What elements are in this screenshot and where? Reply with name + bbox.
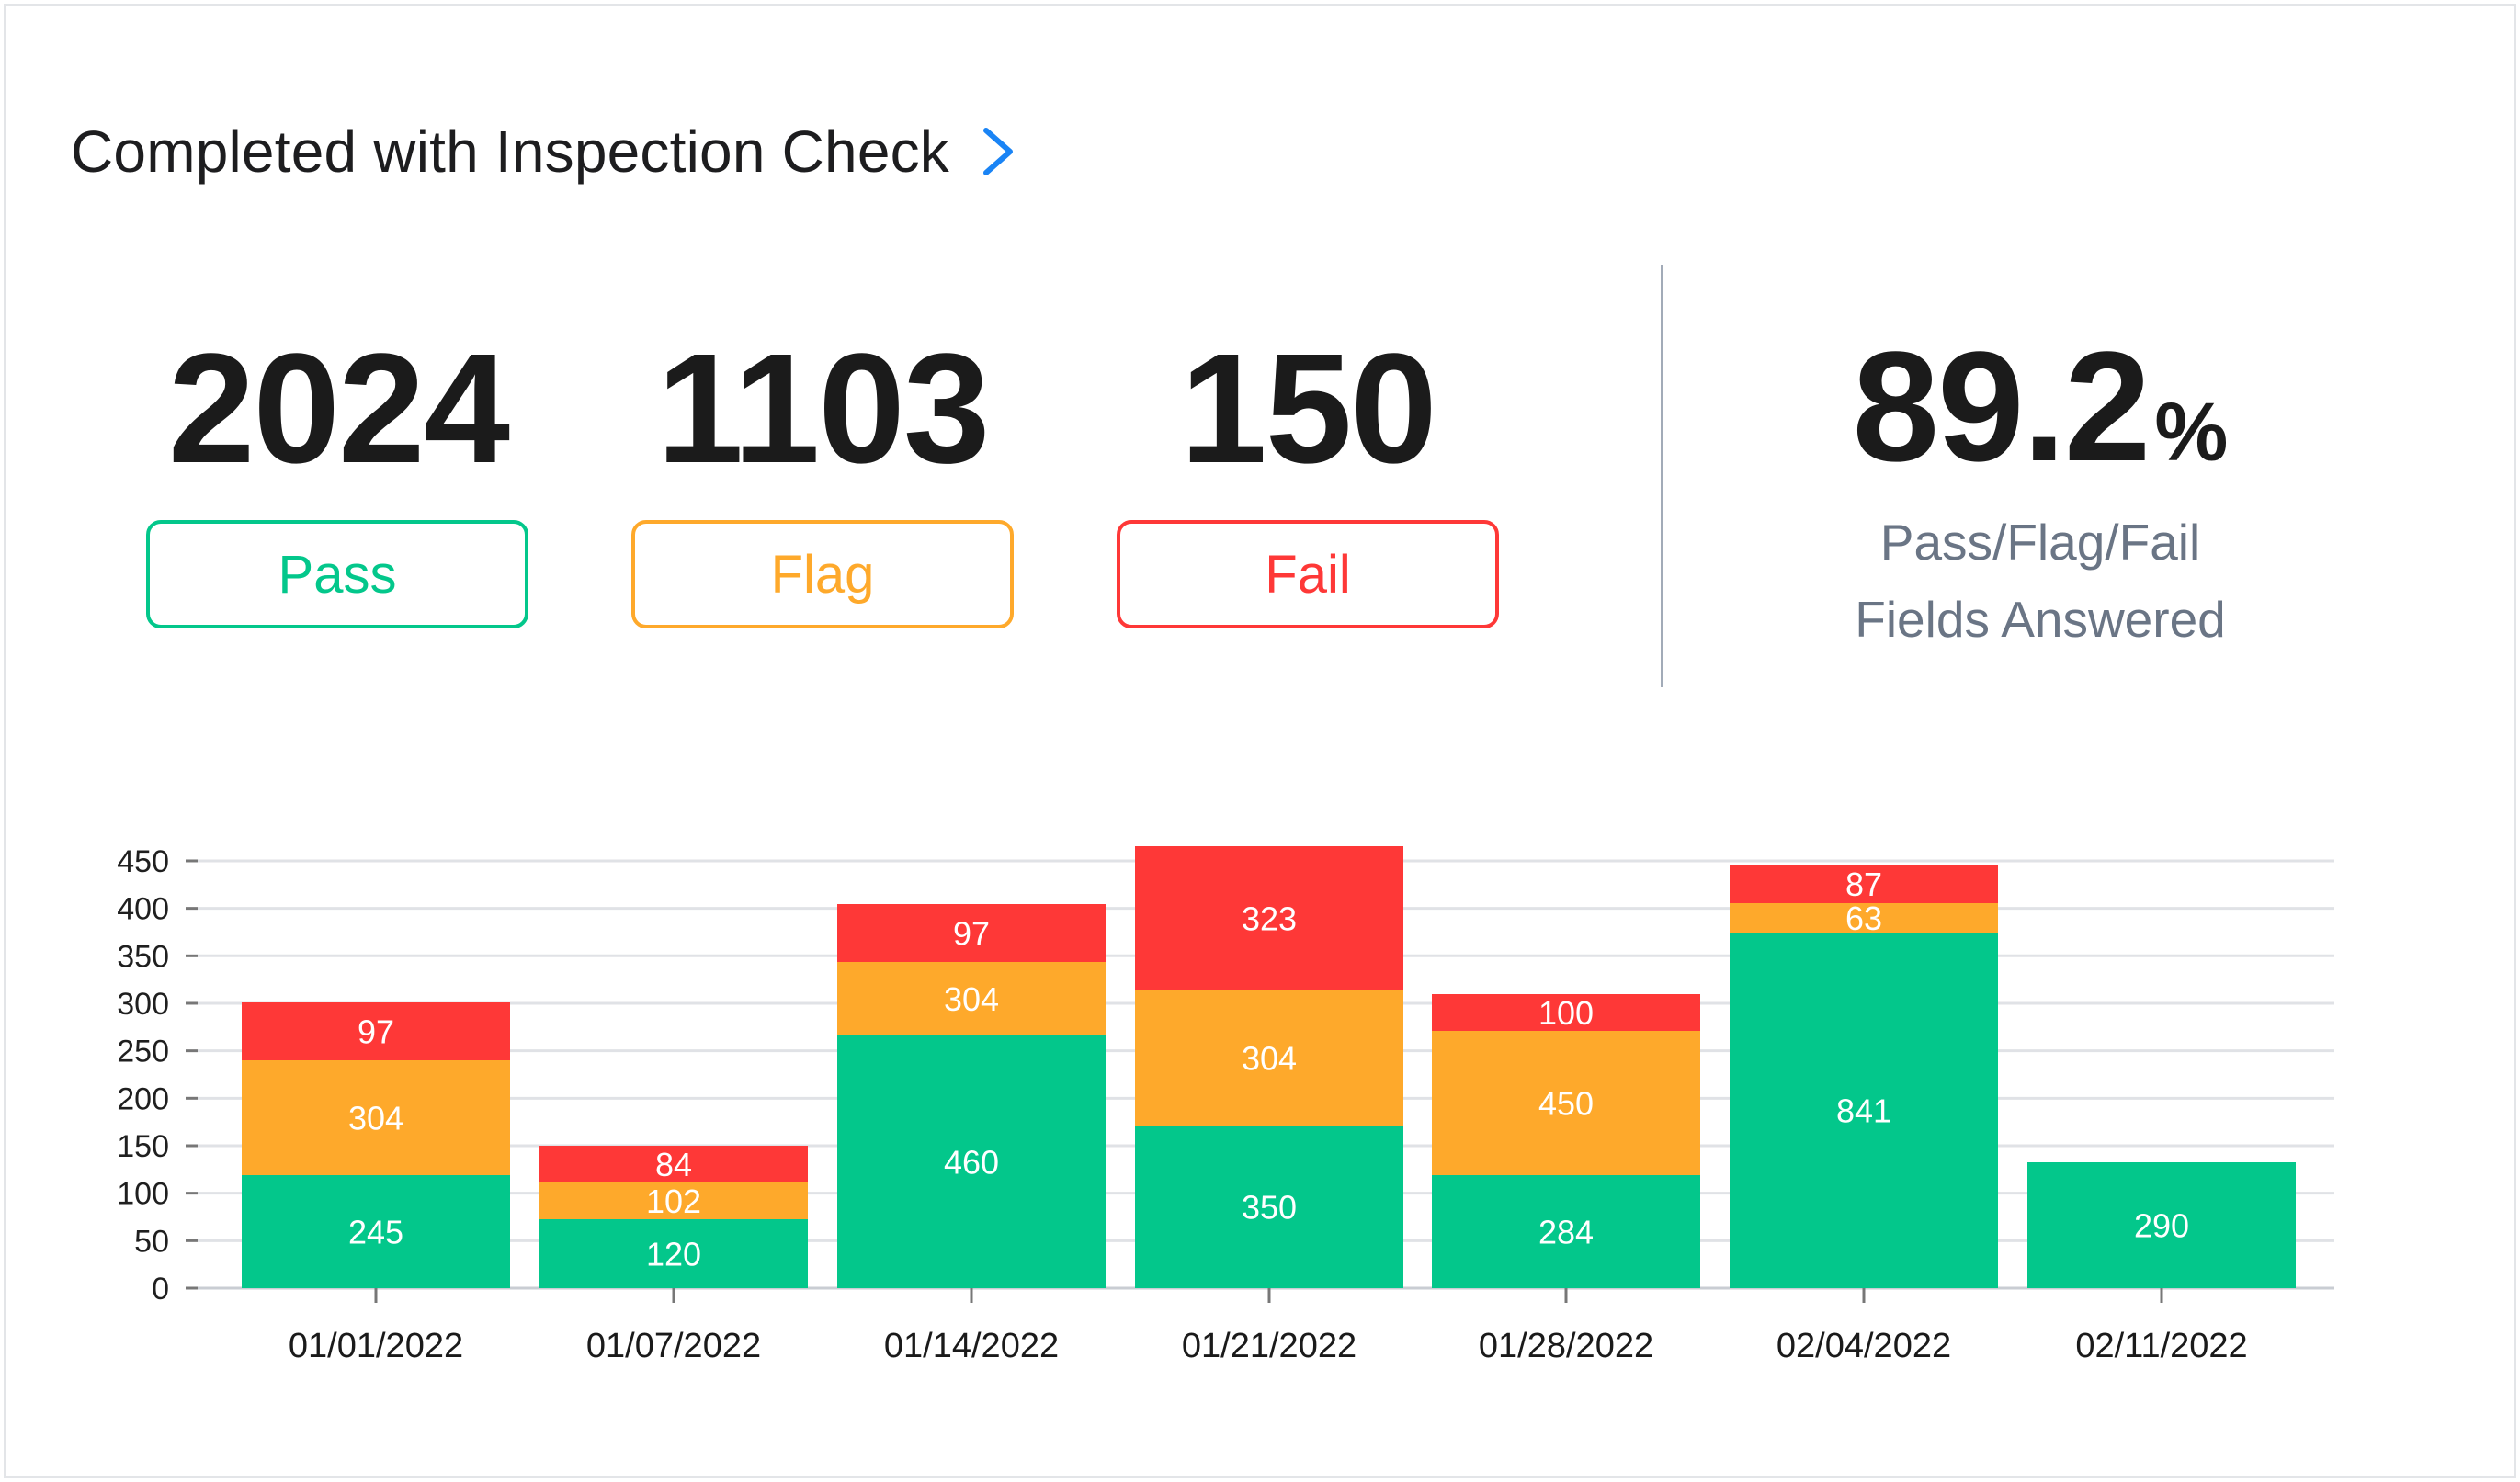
bar-value-label: 284 — [1538, 1214, 1594, 1251]
bar-value-label: 63 — [1845, 899, 1882, 937]
flag-badge-label: Flag — [770, 544, 875, 605]
flag-badge: Flag — [631, 520, 1014, 628]
fail-stat: 150 — [1117, 331, 1499, 487]
answer-rate-caption-line1: Pass/Flag/Fail — [1879, 514, 2201, 571]
bar-flag-2 — [539, 1182, 808, 1219]
y-tick-label: 400 — [117, 892, 169, 927]
pass-badge: Pass — [146, 520, 528, 628]
bar-value-label: 84 — [655, 1146, 692, 1183]
bar-pass-7 — [2027, 1162, 2296, 1288]
bar-value-label: 304 — [944, 980, 999, 1018]
y-tick-label: 100 — [117, 1177, 169, 1212]
y-tick-label: 250 — [117, 1035, 169, 1069]
bar-flag-6 — [1730, 903, 1998, 933]
x-tick-label: 01/07/2022 — [586, 1327, 761, 1365]
fail-badge-label: Fail — [1265, 544, 1351, 605]
bar-value-label: 87 — [1845, 865, 1882, 903]
bar-fail-6 — [1730, 865, 1998, 903]
bar-pass-2 — [539, 1219, 808, 1288]
pass-count: 2024 — [167, 322, 510, 496]
bar-value-label: 102 — [646, 1182, 701, 1220]
y-tick-label: 0 — [152, 1272, 169, 1307]
bar-pass-4 — [1135, 1126, 1403, 1288]
bar-value-label: 304 — [1242, 1040, 1297, 1078]
x-tick-label: 01/28/2022 — [1479, 1327, 1653, 1365]
x-tick-label: 02/04/2022 — [1776, 1327, 1951, 1365]
y-tick-label: 150 — [117, 1129, 169, 1164]
y-tick-label: 300 — [117, 987, 169, 1022]
bar-pass-1 — [242, 1175, 510, 1288]
flag-count: 1103 — [656, 322, 991, 496]
bar-flag-3 — [837, 962, 1106, 1035]
bar-fail-3 — [837, 904, 1106, 962]
bar-value-label: 841 — [1836, 1092, 1891, 1130]
answer-rate-value: 89.2 — [1852, 320, 2151, 494]
flag-stat: 1103 — [631, 331, 1014, 487]
answer-rate: 89.2% — [1801, 329, 2279, 485]
bar-value-label: 245 — [348, 1214, 403, 1251]
answer-rate-caption-line2: Fields Answered — [1855, 591, 2226, 648]
answer-rate-unit: % — [2154, 387, 2229, 479]
stats-divider — [1661, 265, 1663, 687]
bar-flag-1 — [242, 1060, 510, 1175]
bar-fail-4 — [1135, 846, 1403, 990]
x-tick-label: 02/11/2022 — [2075, 1327, 2247, 1365]
bar-flag-5 — [1432, 1031, 1700, 1175]
answer-rate-caption: Pass/Flag/Fail Fields Answered — [1746, 503, 2334, 658]
y-tick-label: 450 — [117, 844, 169, 879]
bar-value-label: 97 — [358, 1013, 394, 1051]
card-header-link[interactable]: Completed with Inspection Check — [71, 115, 1017, 188]
bar-flag-4 — [1135, 990, 1403, 1126]
bar-value-label: 97 — [953, 915, 990, 953]
fail-badge: Fail — [1117, 520, 1499, 628]
bar-value-label: 450 — [1538, 1085, 1594, 1123]
bar-value-label: 304 — [348, 1100, 403, 1137]
bar-value-label: 120 — [646, 1236, 701, 1273]
chevron-right-icon[interactable] — [981, 125, 1017, 178]
x-tick-label: 01/01/2022 — [289, 1327, 463, 1365]
bar-pass-6 — [1730, 933, 1998, 1288]
bar-fail-5 — [1432, 994, 1700, 1031]
fail-count: 150 — [1180, 322, 1437, 496]
bar-value-label: 323 — [1242, 900, 1297, 938]
pass-badge-label: Pass — [278, 544, 397, 605]
bar-fail-2 — [539, 1146, 808, 1182]
y-tick-label: 200 — [117, 1081, 169, 1116]
bar-pass-3 — [837, 1035, 1106, 1288]
x-tick-label: 01/14/2022 — [884, 1327, 1059, 1365]
bar-value-label: 460 — [944, 1144, 999, 1182]
bar-value-label: 350 — [1242, 1189, 1297, 1227]
card-title: Completed with Inspection Check — [71, 119, 950, 185]
y-tick-label: 50 — [134, 1224, 169, 1259]
bar-pass-5 — [1432, 1175, 1700, 1288]
x-tick-label: 01/21/2022 — [1182, 1327, 1356, 1365]
bar-value-label: 100 — [1538, 994, 1594, 1032]
bar-value-label: 290 — [2134, 1207, 2189, 1245]
y-tick-label: 350 — [117, 939, 169, 974]
pass-stat: 2024 — [147, 331, 529, 487]
bar-fail-1 — [242, 1002, 510, 1060]
